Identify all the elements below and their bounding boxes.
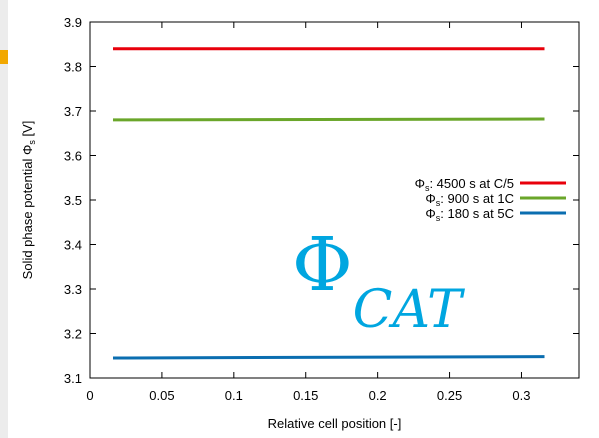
legend-label-1: Φs: 4500 s at C/5 bbox=[415, 176, 514, 193]
x-tick-label: 0.25 bbox=[437, 388, 462, 403]
x-tick-label: 0.3 bbox=[512, 388, 530, 403]
y-tick-label: 3.3 bbox=[64, 282, 82, 297]
phi-cat-annotation: ΦCAT bbox=[292, 222, 465, 340]
accent-bar bbox=[0, 50, 8, 64]
x-tick-label: 0.2 bbox=[369, 388, 387, 403]
y-tick-label: 3.2 bbox=[64, 327, 82, 342]
y-tick-label: 3.6 bbox=[64, 149, 82, 164]
y-tick-label: 3.7 bbox=[64, 104, 82, 119]
x-tick-label: 0 bbox=[86, 388, 93, 403]
plot-panel bbox=[8, 0, 599, 438]
series-line-3 bbox=[112, 355, 545, 360]
series-line-2 bbox=[112, 117, 545, 122]
y-tick-label: 3.5 bbox=[64, 193, 82, 208]
y-tick-label: 3.9 bbox=[64, 15, 82, 30]
y-axis-title: Solid phase potential Φs [V] bbox=[20, 121, 37, 280]
legend-label-3: Φs: 180 s at 5C bbox=[425, 206, 514, 223]
x-axis-title: Relative cell position [-] bbox=[268, 416, 402, 431]
x-tick-label: 0.15 bbox=[293, 388, 318, 403]
y-tick-label: 3.8 bbox=[64, 60, 82, 75]
y-tick-label: 3.4 bbox=[64, 238, 82, 253]
y-tick-label: 3.1 bbox=[64, 371, 82, 386]
legend-label-2: Φs: 900 s at 1C bbox=[425, 191, 514, 208]
x-tick-label: 0.05 bbox=[149, 388, 174, 403]
x-tick-label: 0.1 bbox=[225, 388, 243, 403]
